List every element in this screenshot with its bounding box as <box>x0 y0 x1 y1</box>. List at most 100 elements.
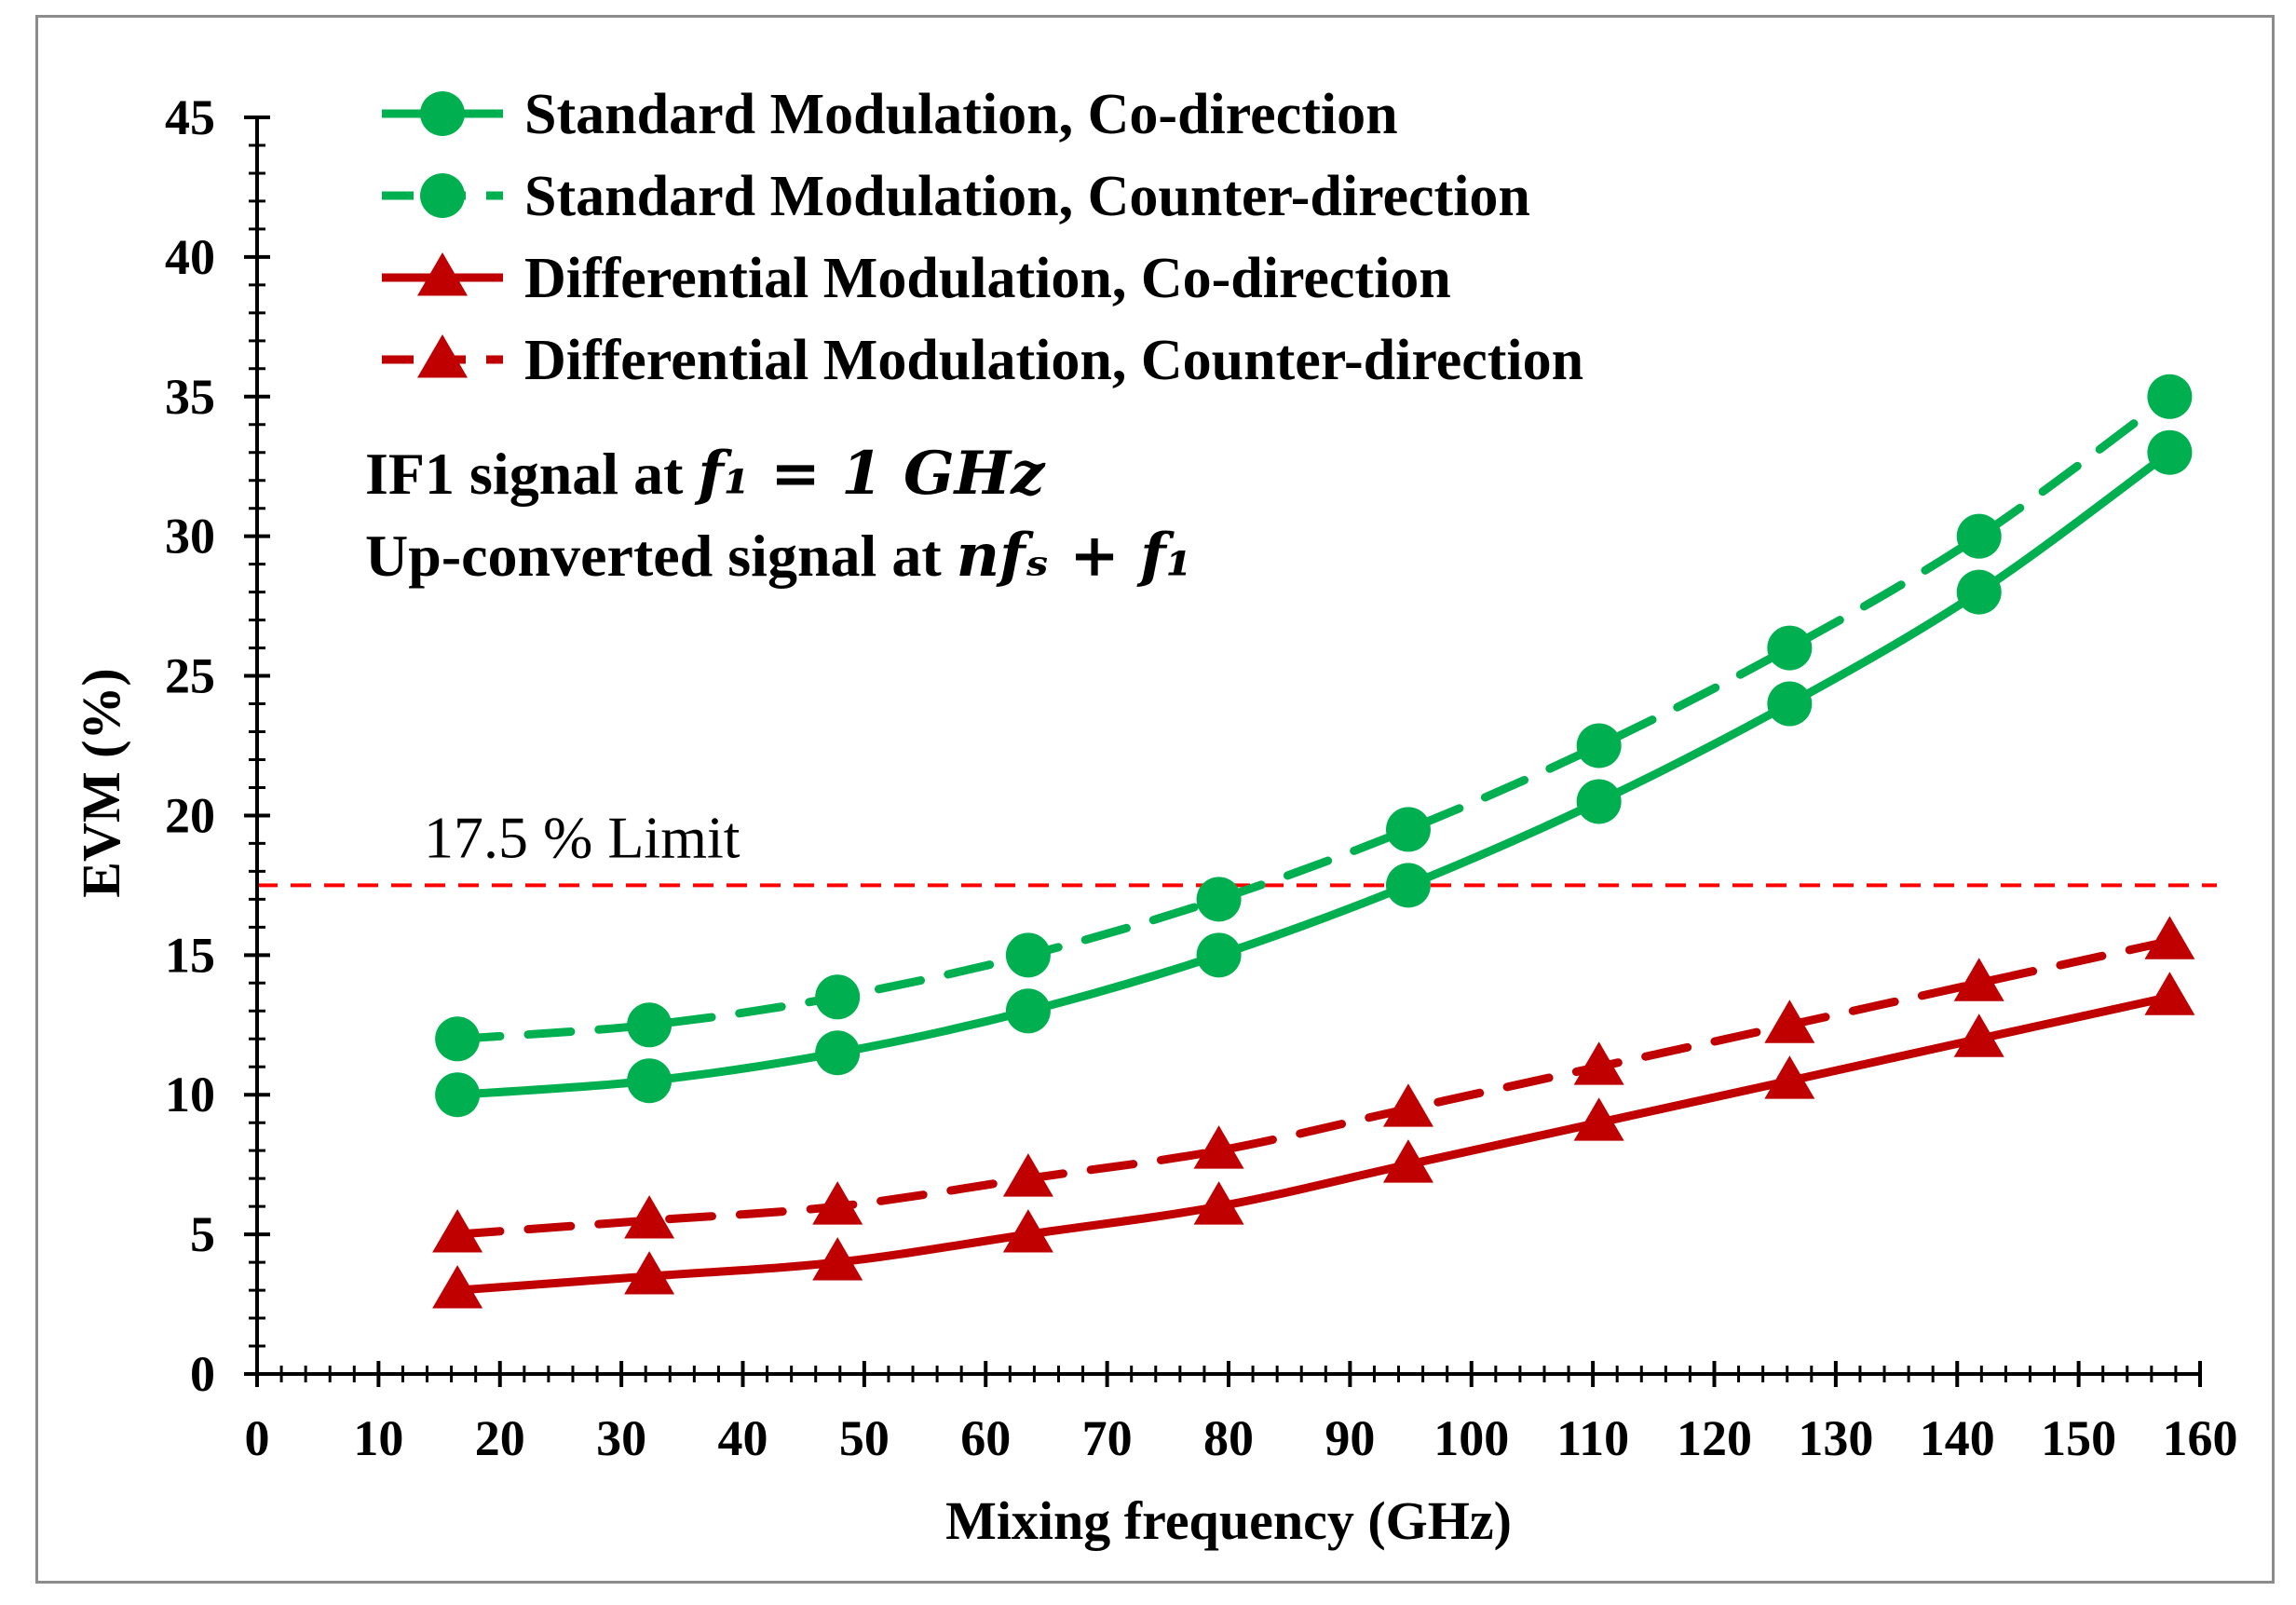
data-point <box>815 1030 861 1076</box>
data-point <box>627 1058 672 1104</box>
data-point <box>1956 569 2002 615</box>
legend-label: Standard Modulation, Counter-direction <box>524 165 1530 228</box>
data-point <box>2144 972 2195 1015</box>
annotation-line-1-text: IF1 signal at <box>365 441 698 507</box>
y-tick-label: 0 <box>190 1346 215 1402</box>
y-tick-label: 40 <box>165 229 215 285</box>
series-3 <box>432 972 2195 1309</box>
legend-item-4: Differential Modulation, Counter-directi… <box>382 329 1583 392</box>
data-point <box>1573 1097 1624 1141</box>
x-tick-label: 10 <box>353 1410 403 1466</box>
data-point <box>624 1195 675 1239</box>
series-layer <box>432 374 2195 1309</box>
legend-swatch-marker <box>420 173 465 218</box>
x-tick-label: 40 <box>718 1410 768 1466</box>
annotation-line-1-math: f₁ = 1 GHz <box>694 439 1046 509</box>
legend: Standard Modulation, Co-direction Standar… <box>382 83 1583 392</box>
x-tick-label: 130 <box>1798 1410 1873 1466</box>
x-tick-label: 0 <box>245 1410 270 1466</box>
data-point <box>1767 625 1813 671</box>
data-point <box>1953 958 2004 1001</box>
data-point <box>2147 429 2193 475</box>
y-tick-label: 10 <box>165 1067 215 1122</box>
y-tick-label: 35 <box>165 369 215 425</box>
x-tick-label: 50 <box>839 1410 890 1466</box>
x-tick-label: 70 <box>1082 1410 1133 1466</box>
series-2 <box>435 374 2193 1062</box>
x-tick-label: 140 <box>1920 1410 1995 1466</box>
data-point <box>1196 877 1242 922</box>
data-point <box>1005 988 1051 1034</box>
data-point <box>2147 374 2193 419</box>
data-point <box>1385 807 1431 852</box>
legend-label: Differential Modulation, Co-direction <box>524 247 1451 310</box>
data-point <box>1382 1139 1433 1183</box>
data-point <box>1576 723 1622 768</box>
legend-item-2: Standard Modulation, Counter-direction <box>382 165 1530 228</box>
data-point <box>627 1002 672 1048</box>
x-tick-label: 90 <box>1325 1410 1375 1466</box>
axes: 0 5 10 15 20 25 30 35 40 45 0 10 20 30 40 50 60 70 80 90 100… <box>165 89 2238 1466</box>
data-point <box>1953 1013 2004 1057</box>
data-point <box>1005 932 1051 978</box>
data-point <box>432 1209 483 1253</box>
x-tick-label: 120 <box>1677 1410 1752 1466</box>
legend-item-3: Differential Modulation, Co-direction <box>382 247 1451 310</box>
series-line <box>453 448 2174 1099</box>
x-tick-label: 30 <box>596 1410 646 1466</box>
data-point <box>1193 1125 1244 1169</box>
data-point <box>1385 863 1431 908</box>
annotation-line-2-math: nfₛ + f₁ <box>957 521 1192 591</box>
data-point <box>435 1016 481 1062</box>
legend-item-1: Standard Modulation, Co-direction <box>382 83 1398 146</box>
data-point <box>2144 916 2195 959</box>
y-tick-label: 15 <box>165 927 215 983</box>
data-point <box>1382 1083 1433 1127</box>
x-axis-title: Mixing frequency (GHz) <box>945 1490 1512 1551</box>
y-tick-label: 20 <box>165 787 215 843</box>
data-point <box>815 974 861 1020</box>
x-tick-label: 110 <box>1556 1410 1629 1466</box>
annotation-line-1: IF1 signal at f₁ = 1 GHz <box>365 439 1046 509</box>
data-point <box>1193 1181 1244 1225</box>
series-1 <box>435 429 2193 1118</box>
x-tick-label: 100 <box>1433 1410 1509 1466</box>
legend-swatch-marker <box>417 252 468 296</box>
series-line <box>453 936 2174 1239</box>
x-tick-label: 80 <box>1203 1410 1254 1466</box>
x-tick-label: 150 <box>2041 1410 2116 1466</box>
data-point <box>1956 513 2002 559</box>
data-point <box>1573 1041 1624 1085</box>
legend-swatch-marker <box>420 91 465 136</box>
data-point <box>1196 932 1242 978</box>
series-4 <box>432 916 2195 1253</box>
data-point <box>1002 1209 1053 1253</box>
data-point <box>812 1237 863 1281</box>
legend-label: Differential Modulation, Counter-directi… <box>524 329 1583 392</box>
y-tick-label: 45 <box>165 89 215 145</box>
x-tick-label: 60 <box>960 1410 1011 1466</box>
data-point <box>1576 779 1622 824</box>
y-tick-label: 5 <box>190 1206 215 1262</box>
data-point <box>624 1251 675 1295</box>
x-tick-label: 20 <box>475 1410 525 1466</box>
annotation-line-2: Up-converted signal at nfₛ + f₁ <box>365 521 1192 591</box>
data-point <box>1764 1055 1815 1099</box>
series-line <box>453 392 2174 1043</box>
data-point <box>435 1072 481 1118</box>
data-point <box>812 1181 863 1225</box>
data-point <box>1764 1000 1815 1043</box>
legend-label: Standard Modulation, Co-direction <box>524 83 1398 146</box>
series-line <box>453 992 2174 1295</box>
y-tick-label: 25 <box>165 648 215 704</box>
annotation-line-2-text: Up-converted signal at <box>365 523 957 589</box>
y-axis-title: EVM (%) <box>71 668 131 897</box>
limit-label: 17.5 % Limit <box>424 804 740 870</box>
legend-swatch-marker <box>417 334 468 378</box>
data-point <box>1002 1153 1053 1197</box>
y-tick-label: 30 <box>165 509 215 564</box>
data-point <box>1767 681 1813 727</box>
x-tick-label: 160 <box>2163 1410 2238 1466</box>
data-point <box>432 1265 483 1309</box>
